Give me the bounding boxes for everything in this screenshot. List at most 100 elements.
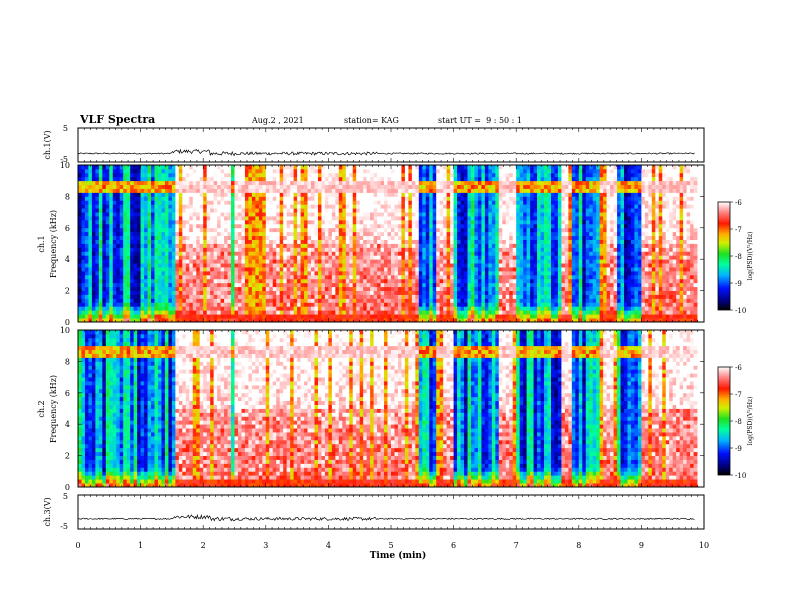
spectrogram-cell	[415, 204, 420, 209]
spectrogram-cell	[335, 223, 340, 229]
spectrogram-cell	[192, 259, 197, 264]
spectrogram-cell	[380, 188, 385, 193]
spectrogram-cell	[304, 255, 308, 260]
spectrogram-cell	[324, 168, 329, 174]
spectrogram-cell	[370, 188, 375, 193]
spectrogram-cell	[130, 247, 135, 252]
spectrogram-cell	[335, 274, 340, 280]
spectrogram-cell	[293, 270, 298, 276]
spectrogram-cell	[123, 286, 128, 292]
spectrogram-cell	[130, 314, 135, 319]
spectrogram-cell	[391, 204, 395, 209]
spectrogram-cell	[265, 267, 270, 272]
spectrogram-cell	[297, 259, 301, 264]
spectrogram-cell	[380, 184, 385, 189]
spectrogram-cell	[363, 188, 368, 193]
spectrogram-cell	[199, 318, 204, 323]
spectrogram-cell	[157, 267, 162, 272]
spectrogram-cell	[411, 286, 416, 292]
spectrogram-cell	[439, 168, 444, 174]
spectrogram-cell	[151, 208, 155, 213]
spectrogram-cell	[116, 200, 121, 205]
spectrogram-cell	[203, 165, 208, 170]
spectrogram-cell	[474, 227, 479, 233]
spectrogram-cell	[286, 180, 291, 186]
spectrogram-cell	[352, 294, 357, 299]
spectrogram-cell	[373, 231, 378, 237]
spectrogram-cell	[300, 188, 305, 193]
spectrogram-cell	[352, 302, 357, 307]
spectrogram-cell	[342, 231, 347, 237]
spectrogram-cell	[404, 176, 409, 182]
spectrogram-cell	[317, 165, 322, 170]
spectrogram-cell	[422, 188, 427, 193]
spectrogram-cell	[404, 227, 409, 233]
spectrogram-cell	[345, 282, 350, 288]
spectrogram-cell	[394, 314, 399, 319]
spectrogram-cell	[307, 282, 312, 288]
spectrogram-cell	[231, 184, 235, 189]
spectrogram-cell	[140, 302, 145, 307]
spectrogram-cell	[404, 318, 409, 323]
spectrogram-cell	[98, 294, 103, 299]
spectrogram-cell	[467, 176, 472, 182]
spectrogram-cell	[335, 235, 340, 240]
spectrogram-cell	[213, 314, 218, 319]
spectrogram-cell	[304, 176, 308, 182]
spectrogram-cell	[265, 223, 270, 229]
spectrogram-cell	[168, 274, 173, 280]
spectrogram-cell	[88, 172, 93, 178]
spectrogram-cell	[251, 223, 256, 229]
spectrogram-cell	[356, 298, 361, 303]
spectrogram-cell	[443, 184, 448, 189]
spectrogram-cell	[331, 168, 336, 174]
spectrogram-cell	[314, 176, 319, 182]
spectrogram-cell	[116, 188, 121, 193]
spectrogram-cell	[269, 251, 274, 256]
spectrogram-cell	[84, 219, 89, 225]
spectrogram-cell	[349, 188, 354, 193]
spectrogram-cell	[356, 165, 361, 170]
spectrogram-cell	[394, 302, 399, 307]
spectrogram-cell	[203, 223, 208, 229]
spectrogram-cell	[171, 302, 176, 307]
spectrogram-cell	[373, 235, 378, 240]
spectrogram-cell	[95, 227, 100, 233]
spectrogram-cell	[307, 274, 312, 280]
spectrogram-cell	[164, 263, 169, 268]
spectrogram-cell	[300, 294, 305, 299]
spectrogram-cell	[467, 239, 472, 244]
spectrogram-cell	[203, 306, 208, 311]
spectrogram-cell	[436, 274, 441, 280]
spectrogram-cell	[283, 263, 288, 268]
spectrogram-cell	[91, 223, 96, 229]
spectrogram-cell	[262, 227, 267, 233]
spectrogram-cell	[151, 216, 155, 221]
spectrogram-cell	[88, 302, 93, 307]
spectrogram-cell	[338, 212, 343, 217]
spectrogram-cell	[168, 223, 173, 229]
spectrogram-cell	[192, 180, 197, 186]
spectrogram-cell	[241, 282, 246, 288]
spectrogram-cell	[425, 184, 430, 189]
spectrogram-cell	[439, 196, 444, 201]
spectrogram-cell	[373, 290, 378, 295]
spectrogram-cell	[467, 165, 472, 170]
spectrogram-cell	[429, 168, 434, 174]
spectrogram-cell	[112, 290, 117, 295]
spectrogram-cell	[432, 239, 437, 244]
spectrogram-cell	[380, 192, 385, 197]
spectrogram-cell	[255, 278, 260, 284]
spectrogram-cell	[192, 298, 197, 303]
spectrogram-cell	[220, 263, 225, 268]
spectrogram-cell	[377, 282, 381, 288]
spectrogram-cell	[137, 243, 141, 248]
spectrogram-cell	[470, 208, 475, 213]
spectrogram-cell	[467, 282, 472, 288]
spectrogram-cell	[328, 204, 333, 209]
spectrogram-cell	[321, 318, 326, 323]
spectrogram-cell	[255, 212, 260, 217]
spectrogram-cell	[321, 314, 326, 319]
spectrogram-cell	[286, 259, 291, 264]
spectrogram-cell	[227, 200, 232, 205]
